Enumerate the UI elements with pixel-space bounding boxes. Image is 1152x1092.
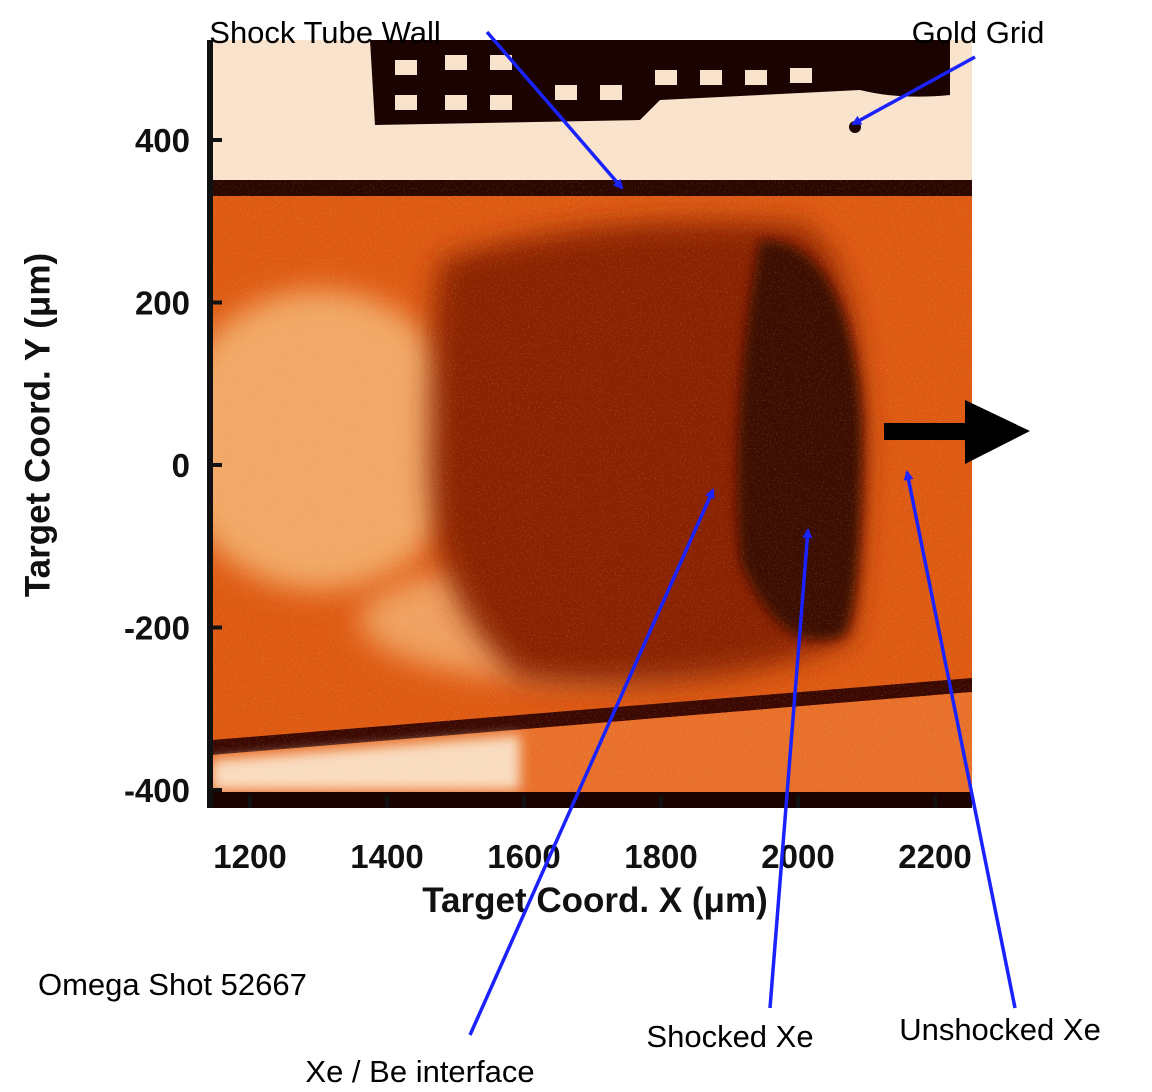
annotation: Shock Tube Wall (209, 15, 440, 50)
y-tick-label: -400 (124, 772, 190, 809)
x-tick-label: 1400 (350, 838, 423, 875)
y-tick-label: 200 (135, 285, 190, 322)
radiograph (170, 40, 972, 808)
y-tick-label: 0 (172, 447, 190, 484)
x-tick-label: 2200 (898, 838, 971, 875)
caption: Omega Shot 52667 (38, 967, 307, 1002)
y-axis-label: Target Coord. Y (μm) (18, 253, 57, 597)
x-tick-label: 1800 (624, 838, 697, 875)
annotation: Xe / Be interface (305, 1054, 534, 1089)
figure: 4002000-200-400 120014001600180020002200… (0, 0, 1152, 1092)
x-axis-label: Target Coord. X (μm) (422, 881, 768, 920)
x-tick-label: 1200 (213, 838, 286, 875)
y-tick-label: 400 (135, 122, 190, 159)
annotation: Unshocked Xe (899, 1012, 1101, 1047)
y-axis-line (207, 40, 213, 808)
annotation: Gold Grid (912, 15, 1045, 50)
x-tick-label: 2000 (761, 838, 834, 875)
annotation: Shocked Xe (646, 1019, 813, 1054)
y-tick-label: -200 (124, 610, 190, 647)
